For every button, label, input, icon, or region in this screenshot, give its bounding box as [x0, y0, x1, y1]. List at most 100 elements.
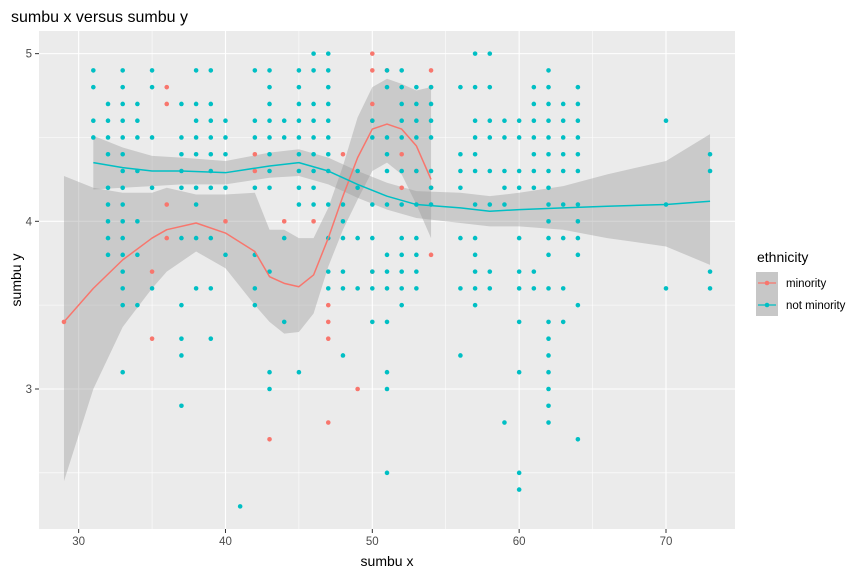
confidence-band-not-minority — [93, 134, 711, 265]
point-not-minority — [384, 202, 390, 207]
y-tick-label: 5 — [26, 49, 32, 61]
point-not-minority — [575, 84, 581, 90]
point-not-minority — [663, 118, 669, 124]
point-not-minority — [311, 168, 316, 174]
point-not-minority — [546, 386, 551, 392]
point-not-minority — [414, 84, 419, 90]
point-not-minority — [472, 118, 478, 124]
point-not-minority — [560, 202, 566, 207]
point-not-minority — [663, 286, 669, 291]
point-not-minority — [120, 202, 125, 207]
point-not-minority — [179, 336, 184, 341]
point-not-minority — [487, 118, 493, 124]
point-not-minority — [546, 84, 551, 90]
point-not-minority — [149, 185, 155, 191]
axis-ticks: 30 40 50 60 70 3 4 5 — [26, 49, 673, 548]
point-minority — [428, 68, 434, 73]
point-not-minority — [487, 202, 493, 207]
point-minority — [340, 151, 346, 157]
x-tick-label: 60 — [513, 536, 526, 548]
point-not-minority — [296, 369, 302, 375]
point-not-minority — [355, 185, 360, 191]
point-not-minority — [105, 185, 111, 191]
point-not-minority — [516, 135, 522, 140]
point-not-minority — [560, 286, 566, 291]
point-not-minority — [546, 202, 551, 207]
point-not-minority — [281, 319, 287, 325]
point-not-minority — [135, 252, 140, 258]
point-not-minority — [179, 403, 184, 409]
point-not-minority — [384, 68, 390, 73]
x-axis-title: sumbu x — [361, 553, 414, 569]
point-minority — [164, 235, 170, 241]
point-not-minority — [707, 168, 713, 174]
point-not-minority — [384, 135, 390, 140]
point-not-minority — [105, 101, 111, 107]
point-not-minority — [472, 252, 478, 258]
point-not-minority — [281, 235, 287, 241]
point-minority — [428, 252, 434, 258]
point-not-minority — [472, 269, 478, 274]
point-not-minority — [325, 269, 331, 274]
point-minority — [325, 336, 331, 341]
point-not-minority — [428, 168, 434, 174]
point-not-minority — [179, 151, 184, 157]
point-not-minority — [531, 151, 537, 157]
point-not-minority — [560, 101, 566, 107]
point-not-minority — [179, 101, 184, 107]
point-not-minority — [575, 302, 581, 308]
point-not-minority — [355, 235, 360, 241]
point-not-minority — [384, 319, 390, 325]
point-not-minority — [296, 168, 302, 174]
smooth-line-minority — [63, 123, 432, 323]
point-not-minority — [546, 118, 551, 124]
point-not-minority — [516, 369, 522, 375]
point-not-minority — [267, 151, 272, 157]
point-not-minority — [472, 151, 478, 157]
chart-title: sumbu x versus sumbu y — [11, 9, 188, 26]
point-not-minority — [281, 135, 287, 140]
point-not-minority — [399, 101, 404, 107]
point-not-minority — [384, 286, 390, 291]
point-not-minority — [384, 470, 390, 476]
point-not-minority — [120, 252, 125, 258]
point-not-minority — [311, 151, 316, 157]
point-not-minority — [399, 252, 404, 258]
point-not-minority — [325, 151, 331, 157]
point-not-minority — [546, 286, 551, 291]
point-not-minority — [296, 68, 302, 73]
point-not-minority — [414, 168, 419, 174]
point-not-minority — [707, 151, 713, 157]
point-not-minority — [325, 84, 331, 90]
point-minority — [355, 386, 360, 392]
point-not-minority — [546, 135, 551, 140]
point-not-minority — [135, 302, 140, 308]
point-not-minority — [267, 68, 272, 73]
point-not-minority — [487, 135, 493, 140]
point-not-minority — [575, 235, 581, 241]
point-not-minority — [179, 302, 184, 308]
point-not-minority — [208, 185, 214, 191]
point-not-minority — [384, 168, 390, 174]
point-not-minority — [399, 168, 404, 174]
point-not-minority — [458, 286, 463, 291]
point-not-minority — [120, 168, 125, 174]
point-not-minority — [502, 185, 507, 191]
point-not-minority — [267, 135, 272, 140]
point-not-minority — [546, 369, 551, 375]
point-not-minority — [120, 151, 125, 157]
point-not-minority — [428, 84, 434, 90]
point-not-minority — [575, 151, 581, 157]
point-not-minority — [487, 269, 493, 274]
point-minority — [223, 219, 228, 224]
point-not-minority — [193, 286, 199, 291]
legend-key-not-minority — [756, 294, 778, 316]
point-not-minority — [472, 302, 478, 308]
point-not-minority — [399, 286, 404, 291]
y-axis-title: sumbu y — [8, 254, 24, 307]
point-not-minority — [208, 286, 214, 291]
point-not-minority — [296, 151, 302, 157]
point-not-minority — [340, 269, 346, 274]
point-not-minority — [560, 151, 566, 157]
point-not-minority — [546, 101, 551, 107]
